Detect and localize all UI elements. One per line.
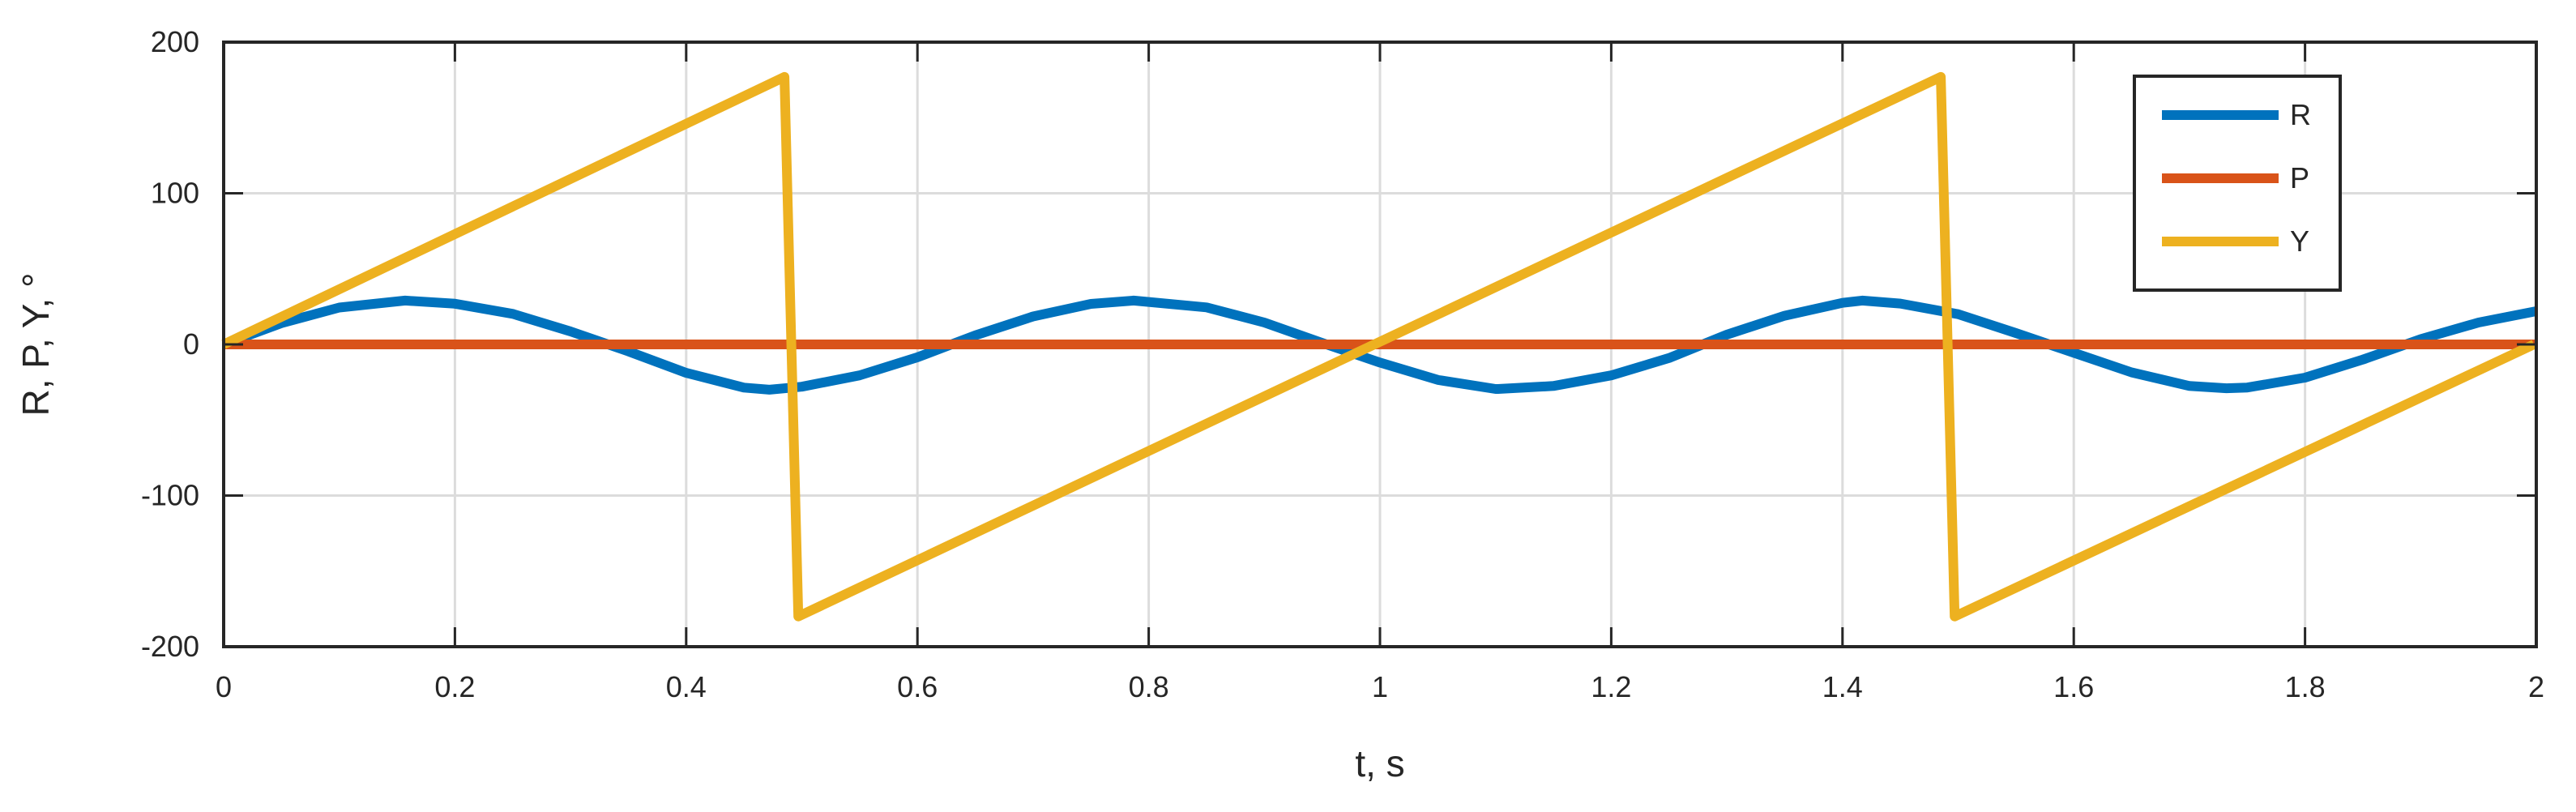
- legend-label-p: P: [2290, 161, 2309, 194]
- x-axis-label: t, s: [1355, 742, 1404, 784]
- x-tick-label: 1.6: [2053, 670, 2094, 703]
- x-tick-label: 1: [1372, 670, 1388, 703]
- x-tick-label: 0.8: [1129, 670, 1169, 703]
- x-tick-label: 0.2: [434, 670, 475, 703]
- y-tick-label: -200: [141, 630, 199, 663]
- x-tick-label: 0: [216, 670, 232, 703]
- series-line-r: [221, 295, 2538, 395]
- y-tick-label: 100: [151, 177, 199, 210]
- x-tick-label: 0.4: [666, 670, 707, 703]
- x-tick-label: 1.8: [2285, 670, 2326, 703]
- y-tick-label: -100: [141, 479, 199, 512]
- y-tick-label: 200: [151, 25, 199, 58]
- x-tick-label: 0.6: [897, 670, 938, 703]
- x-tick-label: 1.4: [1822, 670, 1863, 703]
- series-line-y: [221, 71, 2536, 622]
- x-tick-label: 2: [2528, 670, 2544, 703]
- y-axis-label: R, P, Y, °: [15, 273, 57, 417]
- series-layer: [221, 71, 2538, 622]
- legend: RPY: [2133, 75, 2342, 292]
- legend-label-r: R: [2290, 98, 2311, 131]
- y-tick-label: 0: [183, 327, 199, 361]
- axis-ticks: 0 0.2 0.4 0.6 0.8 1 1.2 1.4 1.6 1.8 2 -200 -100 0 100 2…: [141, 25, 2544, 703]
- x-tick-label: 1.2: [1591, 670, 1631, 703]
- legend-label-y: Y: [2290, 224, 2309, 258]
